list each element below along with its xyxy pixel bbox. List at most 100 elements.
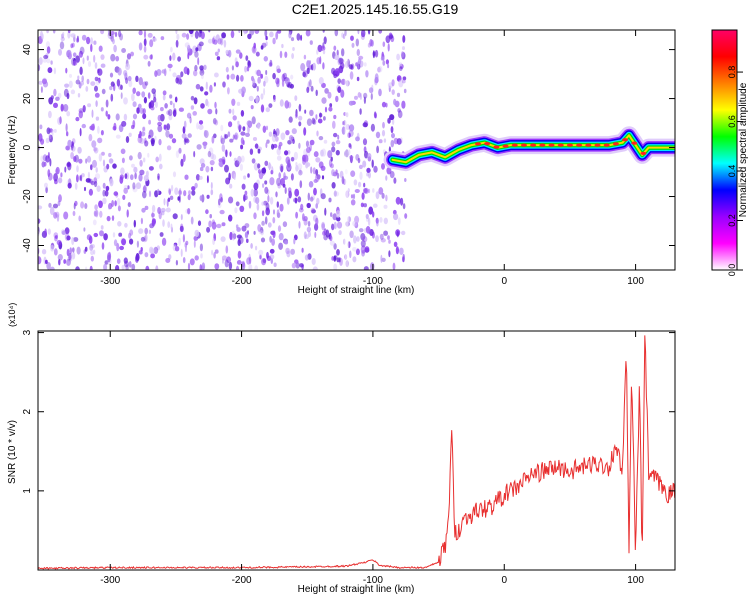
noise-dot xyxy=(221,144,225,152)
noise-dot xyxy=(67,161,71,167)
noise-dot xyxy=(383,204,388,209)
colorbar: 0.0 0.2 0.4 0.6 0.8 Normalized spectral ampl… xyxy=(711,29,749,276)
noise-dot xyxy=(278,232,284,241)
noise-dot xyxy=(143,174,149,182)
noise-dot xyxy=(107,114,111,120)
noise-dot xyxy=(150,248,155,254)
noise-dot xyxy=(75,266,80,270)
noise-dot xyxy=(293,151,298,161)
noise-dot xyxy=(282,72,287,80)
noise-dot xyxy=(329,235,333,242)
noise-dot xyxy=(265,142,268,149)
noise-dot xyxy=(400,51,405,58)
noise-dot xyxy=(64,227,70,235)
noise-dot xyxy=(387,43,390,52)
noise-dot xyxy=(77,146,82,154)
noise-dot xyxy=(319,113,323,118)
noise-dot xyxy=(375,131,381,139)
y-tick-label: 2 xyxy=(22,409,33,415)
noise-dot xyxy=(127,185,130,190)
noise-dot xyxy=(180,71,184,78)
noise-dot xyxy=(214,263,220,270)
noise-dot xyxy=(364,246,370,252)
noise-dot xyxy=(193,239,196,248)
noise-dot xyxy=(89,265,93,270)
noise-dot xyxy=(240,110,245,117)
x-tick-label: -100 xyxy=(363,276,383,287)
noise-dot xyxy=(73,202,76,210)
noise-dot xyxy=(349,124,355,132)
noise-dot xyxy=(123,70,128,76)
noise-dot xyxy=(151,218,156,225)
noise-dot xyxy=(385,35,391,44)
signal-peak xyxy=(493,145,500,149)
noise-dot xyxy=(264,75,269,84)
noise-dot xyxy=(367,30,371,35)
noise-dot xyxy=(75,116,80,122)
noise-dot xyxy=(333,190,337,197)
noise-dot xyxy=(95,209,98,218)
noise-dot xyxy=(349,230,354,239)
noise-dot xyxy=(214,249,219,254)
noise-dot xyxy=(261,220,265,226)
noise-dot xyxy=(200,31,205,40)
x-tick-label: -300 xyxy=(100,276,120,287)
noise-dot xyxy=(225,245,229,254)
noise-dot xyxy=(140,236,146,242)
noise-dot xyxy=(189,116,192,124)
noise-dot xyxy=(199,243,203,252)
noise-dot xyxy=(385,59,389,65)
noise-dot xyxy=(92,159,97,168)
noise-dot xyxy=(143,96,147,104)
noise-dot xyxy=(126,53,132,60)
noise-dot xyxy=(210,166,214,172)
noise-dot xyxy=(266,251,269,259)
noise-dot xyxy=(350,35,354,41)
noise-dot xyxy=(178,147,182,154)
noise-dot xyxy=(199,65,204,71)
noise-dot xyxy=(385,194,388,202)
noise-dot xyxy=(371,159,374,168)
noise-dot xyxy=(395,246,399,255)
noise-dot xyxy=(316,49,319,55)
noise-dot xyxy=(404,178,407,182)
noise-dot xyxy=(300,203,304,210)
noise-dot xyxy=(172,72,177,78)
noise-dot xyxy=(362,138,368,146)
noise-dot xyxy=(269,59,273,67)
noise-dot xyxy=(276,177,282,187)
noise-dot xyxy=(169,195,174,200)
noise-dot xyxy=(149,100,155,108)
noise-dot xyxy=(157,121,163,127)
noise-dot xyxy=(86,55,89,61)
noise-dot xyxy=(260,93,264,100)
noise-dot xyxy=(233,173,236,180)
noise-dot xyxy=(184,42,190,48)
noise-dot xyxy=(379,217,383,223)
noise-dot xyxy=(155,156,159,163)
noise-dot xyxy=(215,34,220,42)
noise-dot xyxy=(209,84,213,93)
noise-dot xyxy=(198,120,204,125)
noise-dot xyxy=(277,182,282,189)
noise-dot xyxy=(229,138,234,143)
noise-dot xyxy=(222,258,224,264)
noise-dot xyxy=(244,190,248,196)
noise-dot xyxy=(279,99,284,107)
noise-dot xyxy=(277,225,282,232)
noise-dot xyxy=(312,62,316,71)
noise-dot xyxy=(159,163,163,170)
noise-dot xyxy=(127,75,132,82)
noise-dot xyxy=(239,52,243,59)
noise-dot xyxy=(222,81,226,88)
top-x-axis-label: Height of straight line (km) xyxy=(298,285,415,296)
noise-dot xyxy=(271,238,275,246)
noise-dot xyxy=(193,69,198,77)
noise-dot xyxy=(207,38,213,44)
noise-dot xyxy=(234,132,239,141)
noise-dot xyxy=(400,197,404,206)
noise-dot xyxy=(40,86,43,93)
noise-dot xyxy=(331,169,335,177)
noise-dot xyxy=(232,134,235,140)
noise-dot xyxy=(142,108,146,115)
